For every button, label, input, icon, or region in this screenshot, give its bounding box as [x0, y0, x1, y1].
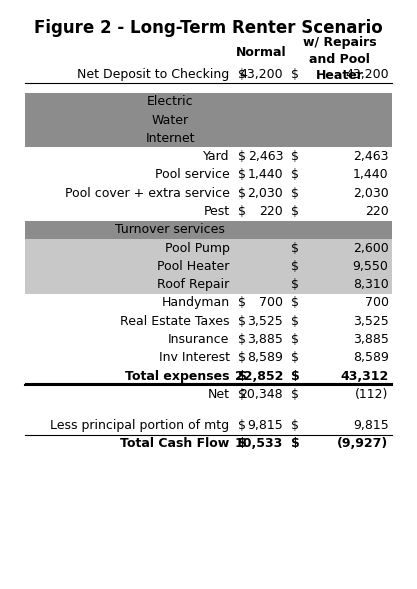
Text: $: $	[239, 419, 246, 432]
Text: $: $	[291, 351, 299, 364]
Bar	[25, 276, 392, 294]
Text: $: $	[291, 437, 300, 450]
Text: 9,815: 9,815	[353, 419, 389, 432]
Text: 3,885: 3,885	[353, 333, 389, 346]
Text: $: $	[239, 351, 246, 364]
Text: $: $	[291, 388, 299, 401]
Text: Water: Water	[152, 114, 189, 127]
Text: $: $	[239, 333, 246, 346]
Text: 220: 220	[259, 205, 283, 218]
Text: 1,440: 1,440	[353, 168, 389, 181]
Text: 700: 700	[259, 296, 283, 309]
Text: 3,885: 3,885	[247, 333, 283, 346]
Text: 9,550: 9,550	[353, 260, 389, 273]
Text: 2,030: 2,030	[247, 187, 283, 200]
Text: $: $	[291, 315, 299, 327]
Bar	[25, 221, 392, 239]
Text: Pest: Pest	[203, 205, 230, 218]
Text: $: $	[291, 68, 299, 81]
Text: $: $	[239, 168, 246, 181]
Text: Handyman: Handyman	[161, 296, 230, 309]
Text: $: $	[291, 168, 299, 181]
Text: Insurance: Insurance	[168, 333, 230, 346]
Text: $: $	[291, 419, 299, 432]
Text: $: $	[239, 150, 246, 163]
Text: 1,440: 1,440	[248, 168, 283, 181]
Text: Yard: Yard	[203, 150, 230, 163]
Text: 8,310: 8,310	[353, 278, 389, 291]
Text: Normal: Normal	[236, 47, 286, 59]
Bar	[25, 257, 392, 276]
Text: Net: Net	[208, 388, 230, 401]
Text: (9,927): (9,927)	[337, 437, 389, 450]
Text: Less principal portion of mtg: Less principal portion of mtg	[50, 419, 230, 432]
Text: 2,030: 2,030	[353, 187, 389, 200]
Text: 220: 220	[365, 205, 389, 218]
Text: 700: 700	[364, 296, 389, 309]
Text: 43,312: 43,312	[340, 369, 389, 383]
Text: Total Cash Flow: Total Cash Flow	[121, 437, 230, 450]
Text: Electric: Electric	[147, 95, 193, 108]
Text: $: $	[291, 369, 300, 383]
Text: $: $	[291, 278, 299, 291]
Text: $: $	[291, 187, 299, 200]
Text: 3,525: 3,525	[247, 315, 283, 327]
Bar	[25, 92, 392, 147]
Text: $: $	[239, 388, 246, 401]
Text: $: $	[239, 437, 247, 450]
Text: Real Estate Taxes: Real Estate Taxes	[120, 315, 230, 327]
Text: $: $	[291, 260, 299, 273]
Text: $: $	[291, 333, 299, 346]
Text: 43,200: 43,200	[345, 68, 389, 81]
Text: 9,815: 9,815	[247, 419, 283, 432]
Text: 3,525: 3,525	[353, 315, 389, 327]
Text: Pool Heater: Pool Heater	[157, 260, 230, 273]
Text: $: $	[239, 315, 246, 327]
Text: $: $	[291, 241, 299, 254]
Text: 10,533: 10,533	[235, 437, 283, 450]
Text: Turnover services: Turnover services	[115, 223, 225, 236]
Text: 8,589: 8,589	[353, 351, 389, 364]
Text: $: $	[291, 150, 299, 163]
Text: $: $	[239, 369, 247, 383]
Text: Net Deposit to Checking: Net Deposit to Checking	[77, 68, 230, 81]
Text: $: $	[291, 205, 299, 218]
Text: Figure 2 - Long-Term Renter Scenario: Figure 2 - Long-Term Renter Scenario	[34, 19, 383, 37]
Text: 43,200: 43,200	[240, 68, 283, 81]
Text: Pool cover + extra service: Pool cover + extra service	[65, 187, 230, 200]
Bar	[25, 239, 392, 257]
Text: Inv Interest: Inv Interest	[158, 351, 230, 364]
Text: $: $	[239, 205, 246, 218]
Text: Internet: Internet	[146, 132, 195, 145]
Text: Total expenses: Total expenses	[125, 369, 230, 383]
Text: 2,463: 2,463	[248, 150, 283, 163]
Text: 2,463: 2,463	[353, 150, 389, 163]
Text: 2,600: 2,600	[353, 241, 389, 254]
Text: (112): (112)	[355, 388, 389, 401]
Text: $: $	[291, 296, 299, 309]
Text: 22,852: 22,852	[235, 369, 283, 383]
Text: $: $	[239, 68, 246, 81]
Text: 8,589: 8,589	[247, 351, 283, 364]
Text: 20,348: 20,348	[240, 388, 283, 401]
Text: Pool Pump: Pool Pump	[165, 241, 230, 254]
Text: Roof Repair: Roof Repair	[157, 278, 230, 291]
Text: w/ Repairs
and Pool
Heater: w/ Repairs and Pool Heater	[303, 36, 377, 82]
Text: $: $	[239, 296, 246, 309]
Text: $: $	[239, 187, 246, 200]
Text: Pool service: Pool service	[155, 168, 230, 181]
